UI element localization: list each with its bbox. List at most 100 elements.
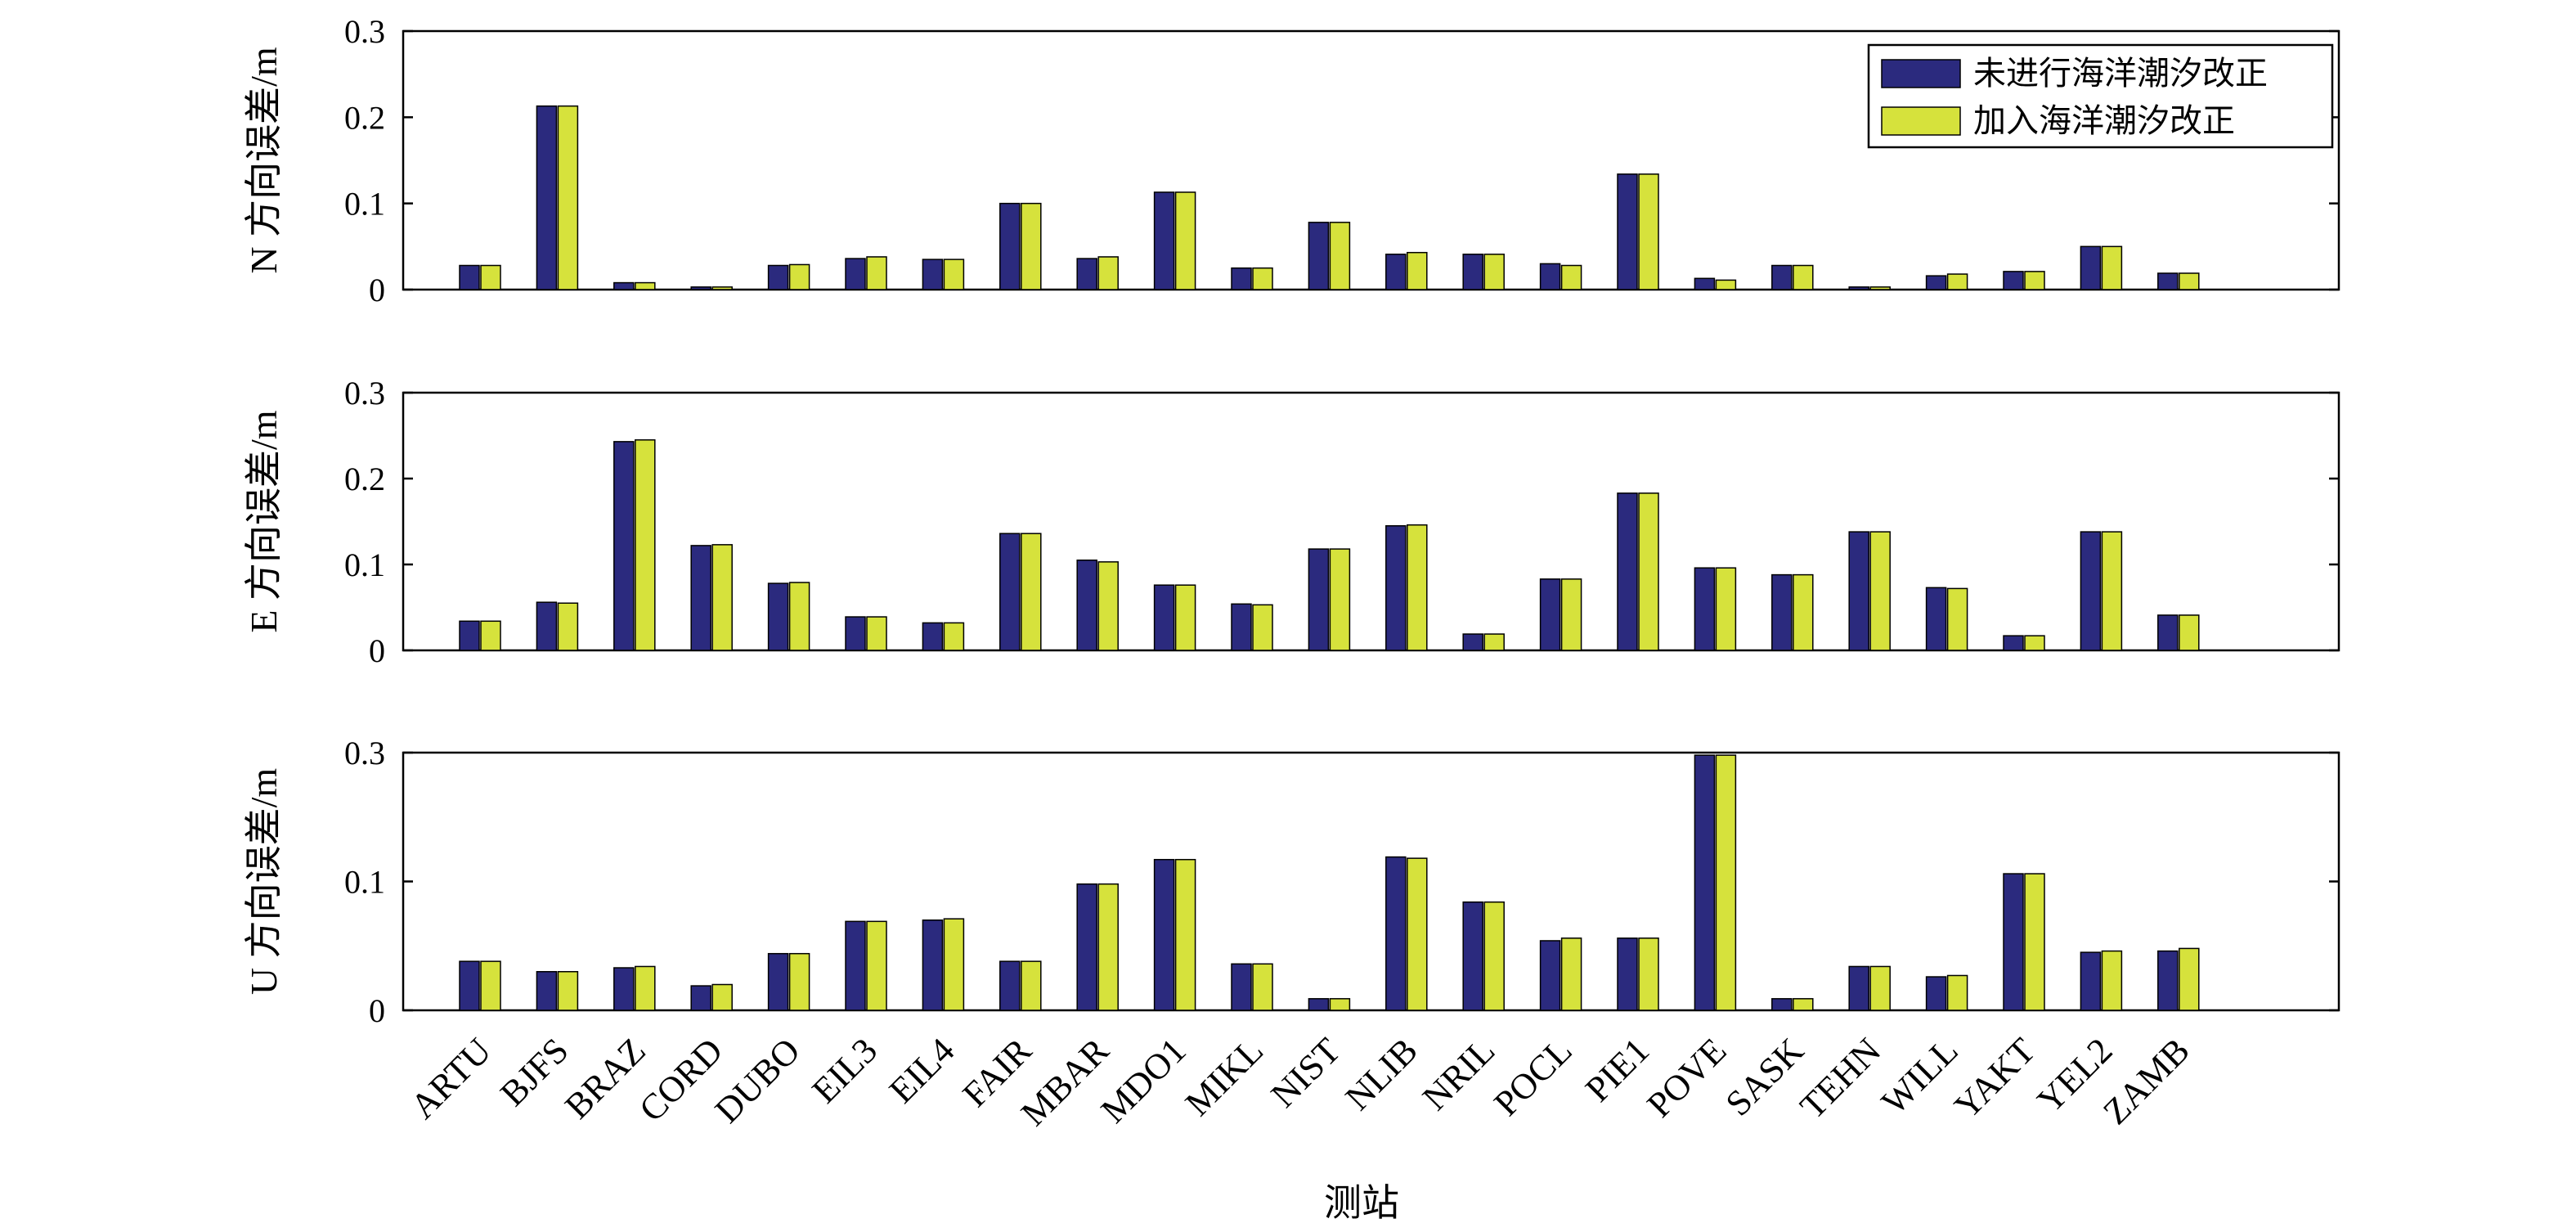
bar-after-braz <box>635 439 656 651</box>
bar-before-zamb <box>2157 614 2179 651</box>
bar-after-eil4 <box>943 259 965 290</box>
bar-before-tehn <box>1848 965 1869 1011</box>
bar-after-fair <box>1021 533 1042 651</box>
bar-before-pocl <box>1539 578 1561 651</box>
bar-before-yel2 <box>2080 951 2102 1011</box>
bar-after-tehn <box>1869 286 1891 290</box>
bar-after-nril <box>1483 901 1505 1011</box>
bar-after-mdo1 <box>1174 584 1196 651</box>
bar-after-pocl <box>1560 264 1582 290</box>
bar-after-braz <box>635 965 656 1011</box>
bar-before-mdo1 <box>1153 191 1175 290</box>
bar-after-pie1 <box>1638 937 1659 1011</box>
bar-before-mbar <box>1076 258 1097 290</box>
bar-after-nist <box>1329 998 1351 1011</box>
bar-after-nril <box>1483 254 1505 290</box>
bar-after-eil3 <box>866 616 887 651</box>
bar-before-eil4 <box>922 259 944 290</box>
bar-before-yakt <box>2003 873 2024 1011</box>
panels: 0 0.1 0.2 0.3 N 方向误差/m 0 0.1 0.2 0.3 E 方向误差/m 0 0.1… <box>243 13 2340 1029</box>
bar-before-pie1 <box>1617 492 1638 651</box>
bar-before-eil4 <box>922 622 944 651</box>
legend-label-1: 未进行海洋潮汐改正 <box>1973 55 2268 92</box>
x-category-label: ARTU <box>403 1030 499 1126</box>
bar-after-yakt <box>2024 635 2045 651</box>
bar-before-braz <box>613 281 635 290</box>
bar-before-pove <box>1694 567 1716 651</box>
bar-after-dubo <box>788 263 810 290</box>
bar-before-mikl <box>1231 267 1252 290</box>
bar-after-dubo <box>788 582 810 651</box>
bar-after-mdo1 <box>1174 191 1196 290</box>
x-category-label: POCL <box>1486 1030 1579 1123</box>
x-category-label: YAKT <box>1946 1030 2043 1126</box>
bar-before-sask <box>1771 573 1793 651</box>
bar-after-cord <box>711 286 733 290</box>
y-tick-label: 0 <box>369 272 385 308</box>
y-tick-label: 0 <box>369 632 385 669</box>
bar-after-mikl <box>1252 604 1273 651</box>
bar-after-artu <box>480 960 501 1011</box>
bar-after-zamb <box>2179 272 2200 290</box>
bar-after-bjfs <box>557 971 579 1011</box>
bar-before-will <box>1925 976 1947 1011</box>
bar-after-will <box>1946 974 1968 1011</box>
bar-before-dubo <box>767 952 789 1011</box>
bar-before-cord <box>690 985 711 1011</box>
x-category-label: BRAZ <box>557 1030 653 1126</box>
bar-before-pie1 <box>1617 173 1638 290</box>
bar-after-sask <box>1793 573 1814 651</box>
y-tick-label: 0.3 <box>344 735 385 771</box>
bar-after-nist <box>1329 548 1351 651</box>
bar-after-yakt <box>2024 271 2045 290</box>
x-category-label: EIL3 <box>804 1030 885 1111</box>
bar-after-will <box>1946 587 1968 651</box>
bar-after-bjfs <box>557 105 579 290</box>
y-tick-label: 0 <box>369 992 385 1029</box>
x-category-label: DUBO <box>707 1030 808 1131</box>
bar-after-pove <box>1715 567 1737 651</box>
bar-after-bjfs <box>557 602 579 651</box>
bar-before-nist <box>1308 548 1330 651</box>
x-category-label: ZAMB <box>2095 1030 2197 1132</box>
bar-before-dubo <box>767 264 789 290</box>
bar-before-pie1 <box>1617 937 1638 1011</box>
bar-after-artu <box>480 264 501 290</box>
bar-after-mdo1 <box>1174 858 1196 1011</box>
bar-after-eil4 <box>943 918 965 1011</box>
y-tick-label: 0.3 <box>344 375 385 411</box>
panel-3: 0 0.1 0.3 U 方向误差/m <box>243 735 2340 1029</box>
bar-before-bjfs <box>536 105 558 290</box>
x-category-label: MBAR <box>1013 1030 1117 1134</box>
bar-after-braz <box>635 281 656 290</box>
bar-before-nlib <box>1385 856 1407 1011</box>
bar-before-nril <box>1462 633 1483 651</box>
y-tick-label: 0.1 <box>344 864 385 901</box>
bar-before-fair <box>999 533 1021 651</box>
bar-after-pie1 <box>1638 492 1659 651</box>
x-category-labels: ARTUBJFSBRAZCORDDUBOEIL3EIL4FAIRMBARMDO1… <box>403 1030 2197 1134</box>
bar-after-zamb <box>2179 614 2200 651</box>
bar-before-pove <box>1694 754 1716 1011</box>
bar-before-mbar <box>1076 883 1097 1011</box>
bar-before-tehn <box>1848 531 1869 651</box>
bar-after-dubo <box>788 952 810 1011</box>
bar-before-nril <box>1462 254 1483 290</box>
bar-after-mikl <box>1252 267 1273 290</box>
legend-swatch-2 <box>1881 106 1961 136</box>
bar-before-eil4 <box>922 920 944 1011</box>
x-category-label: MIKL <box>1178 1030 1271 1123</box>
bar-after-pie1 <box>1638 173 1659 290</box>
plot-frame <box>402 751 2340 1012</box>
bar-after-sask <box>1793 264 1814 290</box>
bar-after-nril <box>1483 633 1505 651</box>
bar-before-pocl <box>1539 263 1561 290</box>
bar-after-zamb <box>2179 947 2200 1011</box>
bar-before-sask <box>1771 998 1793 1011</box>
x-category-label: CORD <box>631 1030 730 1129</box>
bar-before-mikl <box>1231 603 1252 651</box>
x-category-label: MDO1 <box>1093 1030 1194 1131</box>
y-tick-label: 0.1 <box>344 186 385 223</box>
bar-after-eil4 <box>943 622 965 651</box>
